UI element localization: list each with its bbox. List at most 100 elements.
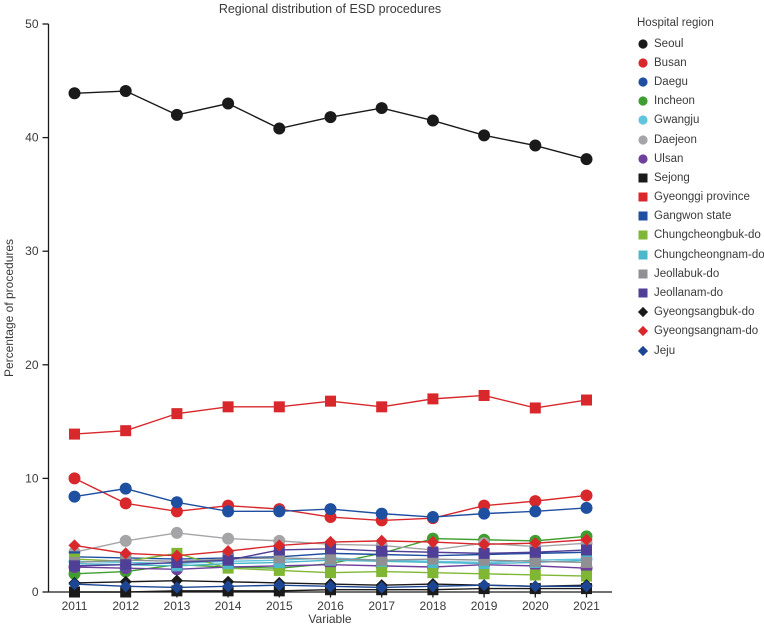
- legend-item: Gwangju: [637, 111, 764, 130]
- data-point: [427, 553, 439, 565]
- x-tick-label: 2019: [471, 599, 498, 613]
- data-point: [529, 402, 541, 414]
- data-point: [120, 559, 132, 571]
- legend-item: Seoul: [637, 34, 764, 53]
- data-point: [170, 108, 183, 121]
- legend-item-label: Daejeon: [654, 133, 697, 146]
- legend-item-label: Gwangju: [654, 114, 700, 127]
- legend-item: Jeju: [637, 341, 764, 360]
- data-point: [478, 547, 490, 559]
- legend-item: Daegu: [637, 72, 764, 91]
- legend-item: Chungcheongnam-do: [637, 245, 764, 264]
- legend-items: Seoul Busan Daegu Incheon Gwangju Daejeon Ulsa…: [637, 34, 764, 360]
- data-point: [478, 389, 490, 401]
- data-point: [529, 569, 541, 581]
- legend-item-label: Gyeongsangnam-do: [654, 325, 759, 338]
- data-point: [581, 544, 592, 556]
- square-marker-icon: [638, 250, 648, 260]
- data-point: [325, 567, 336, 579]
- data-point: [427, 567, 439, 579]
- legend-item: Sejong: [637, 168, 764, 187]
- legend-item-label: Gyeonggi province: [654, 191, 750, 204]
- legend-item-label: Sejong: [654, 171, 690, 184]
- x-tick-label: 2014: [215, 599, 242, 613]
- x-tick-label: 2013: [164, 599, 191, 613]
- diamond-marker-icon: [637, 307, 649, 318]
- data-point: [375, 102, 388, 115]
- legend-item-label: Ulsan: [654, 152, 684, 165]
- data-point: [375, 507, 388, 520]
- data-point: [426, 511, 439, 524]
- data-series: [68, 472, 593, 527]
- data-point: [427, 393, 439, 405]
- data-point: [478, 538, 491, 551]
- legend-item: Chungcheongbuk-do: [637, 226, 764, 245]
- square-marker-icon: [638, 192, 648, 202]
- x-tick-label: 2012: [112, 599, 139, 613]
- y-tick-label: 20: [25, 358, 39, 372]
- x-tick-label: 2011: [62, 599, 88, 613]
- axes: 0 10 20 30 40 50 2011 2012 2013 2014 2015 2016 2017 2…: [25, 17, 612, 613]
- legend-item-label: Gyeongsangbuk-do: [654, 306, 755, 319]
- data-point: [222, 97, 235, 110]
- circle-marker-icon: [638, 77, 648, 87]
- data-point: [69, 428, 80, 440]
- data-point: [376, 566, 388, 578]
- data-point: [69, 560, 80, 572]
- legend-item-label: Gangwon state: [654, 210, 732, 223]
- data-point: [529, 546, 541, 558]
- data-point: [529, 139, 542, 152]
- data-point: [376, 401, 388, 413]
- chart-title: Regional distribution of ESD procedures: [218, 2, 442, 16]
- legend-item: Incheon: [637, 92, 764, 111]
- y-tick-label: 10: [25, 471, 39, 485]
- circle-marker-icon: [638, 154, 648, 164]
- data-point: [68, 472, 81, 485]
- data-point: [376, 554, 388, 566]
- data-point: [69, 586, 80, 598]
- diamond-marker-icon: [637, 326, 649, 337]
- data-point: [581, 570, 592, 582]
- data-point: [222, 554, 234, 566]
- x-tick-label: 2021: [573, 599, 600, 613]
- data-point: [119, 482, 132, 495]
- circle-marker-icon: [638, 38, 648, 49]
- legend-item: Jeollabuk-do: [637, 264, 764, 283]
- data-point: [273, 401, 285, 413]
- x-tick-label: 2020: [522, 599, 549, 613]
- legend-item: Gyeongsangnam-do: [637, 322, 764, 341]
- legend-item-label: Busan: [654, 56, 687, 69]
- data-point: [325, 543, 336, 555]
- data-point: [119, 534, 132, 547]
- data-point: [68, 490, 81, 503]
- legend: Hospital region Seoul Busan Daegu Incheon Gw…: [637, 17, 764, 360]
- y-tick-label: 30: [25, 244, 39, 258]
- circle-marker-icon: [638, 58, 648, 68]
- data-point: [171, 408, 183, 420]
- data-point: [529, 505, 542, 518]
- data-point: [170, 505, 183, 518]
- data-point: [581, 394, 592, 406]
- data-series-layer: [68, 85, 593, 598]
- data-point: [427, 546, 439, 558]
- data-point: [120, 425, 132, 437]
- legend-item-label: Jeollabuk-do: [654, 267, 720, 280]
- data-point: [478, 554, 490, 566]
- data-point: [273, 579, 286, 592]
- square-marker-icon: [638, 269, 648, 279]
- square-marker-icon: [638, 230, 648, 240]
- legend-item: Gyeongsangbuk-do: [637, 303, 764, 322]
- data-series: [69, 389, 592, 440]
- data-point: [273, 122, 286, 135]
- x-axis-label: Variable: [308, 612, 351, 626]
- legend-item-label: Seoul: [654, 37, 684, 50]
- square-marker-icon: [638, 173, 648, 183]
- legend-item-label: Jeju: [654, 344, 676, 357]
- data-point: [580, 533, 593, 546]
- legend-item: Ulsan: [637, 149, 764, 168]
- data-point: [478, 507, 491, 520]
- data-point: [273, 564, 285, 576]
- square-marker-icon: [638, 288, 648, 298]
